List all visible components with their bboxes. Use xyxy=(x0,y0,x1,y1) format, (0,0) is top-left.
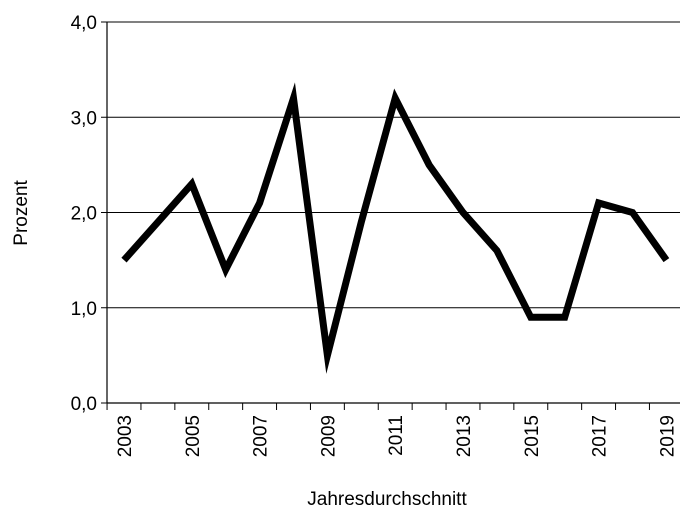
x-tick-label: 2011 xyxy=(386,415,407,456)
y-tick-label: 1,0 xyxy=(71,299,97,320)
x-tick-label: 2007 xyxy=(251,415,272,457)
y-tick-label: 2,0 xyxy=(71,204,97,225)
series-layer xyxy=(121,82,670,374)
y-tick-label: 3,0 xyxy=(71,108,97,129)
y-tick-labels: 0,0 1,0 2,0 3,0 4,0 xyxy=(71,13,97,415)
y-axis-title: Prozent xyxy=(11,180,32,246)
x-tick-label: 2005 xyxy=(183,415,204,457)
tick-marks xyxy=(101,21,650,410)
x-tick-label: 2003 xyxy=(115,415,136,457)
x-tick-label: 2015 xyxy=(522,415,543,457)
series-line xyxy=(121,82,670,374)
x-tick-label: 2013 xyxy=(454,415,475,457)
gridlines xyxy=(107,21,680,309)
x-tick-labels: 2003 2005 2007 2009 2011 2013 2015 2017 2019 xyxy=(115,415,678,457)
x-axis-title: Jahresdurchschnitt xyxy=(307,489,467,510)
x-tick-label: 2009 xyxy=(318,415,339,457)
x-tick-label: 2017 xyxy=(590,415,611,457)
x-tick-label: 2019 xyxy=(657,415,678,457)
y-tick-label: 4,0 xyxy=(71,13,97,34)
y-tick-label: 0,0 xyxy=(71,394,97,415)
